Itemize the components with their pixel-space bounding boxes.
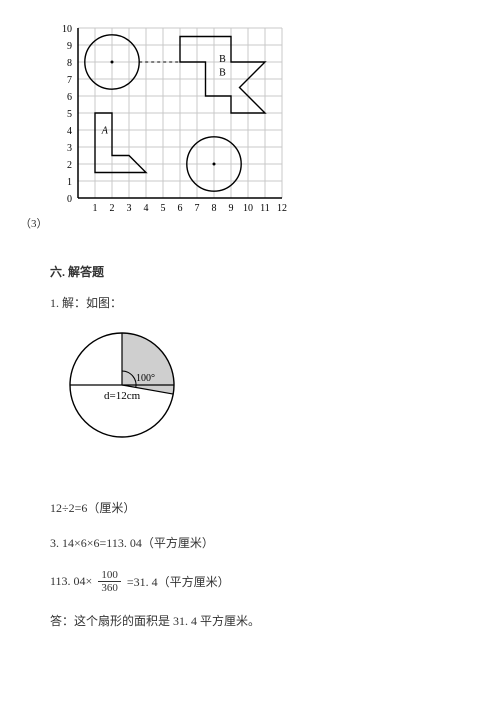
- svg-text:1: 1: [67, 177, 72, 188]
- fraction-denominator: 360: [98, 582, 121, 594]
- calc-sector-prefix: 113. 04×: [50, 574, 92, 589]
- svg-text:2: 2: [110, 203, 115, 214]
- fraction-numerator: 100: [98, 569, 121, 582]
- calc-area-full: 3. 14×6×6=113. 04（平方厘米）: [50, 534, 450, 551]
- svg-text:8: 8: [67, 58, 72, 69]
- svg-text:d=12cm: d=12cm: [104, 390, 141, 402]
- svg-text:5: 5: [67, 109, 72, 120]
- calc-sector-suffix: =31. 4（平方厘米）: [127, 573, 230, 590]
- svg-text:B: B: [219, 54, 226, 65]
- svg-text:8: 8: [212, 203, 217, 214]
- svg-text:12: 12: [277, 203, 287, 214]
- svg-text:3: 3: [67, 143, 72, 154]
- svg-text:9: 9: [67, 41, 72, 52]
- svg-text:6: 6: [178, 203, 183, 214]
- svg-text:1: 1: [93, 203, 98, 214]
- svg-text:4: 4: [144, 203, 149, 214]
- svg-text:3: 3: [127, 203, 132, 214]
- svg-text:9: 9: [229, 203, 234, 214]
- svg-text:2: 2: [67, 160, 72, 171]
- answer-line: 答：这个扇形的面积是 31. 4 平方厘米。: [50, 612, 450, 629]
- calc-sector: 113. 04× 100 360 =31. 4（平方厘米）: [50, 569, 450, 594]
- svg-text:7: 7: [195, 203, 200, 214]
- svg-text:10: 10: [243, 203, 253, 214]
- svg-text:11: 11: [260, 203, 270, 214]
- svg-text:0: 0: [67, 194, 72, 205]
- coordinate-grid-svg: 012345678910123456789101112ABB: [50, 20, 310, 235]
- svg-text:100°: 100°: [136, 373, 155, 384]
- calc-radius: 12÷2=6（厘米）: [50, 499, 450, 516]
- svg-text:B: B: [219, 68, 226, 79]
- subpart-label: （3）: [20, 215, 48, 231]
- svg-text:7: 7: [67, 75, 72, 86]
- svg-text:6: 6: [67, 92, 72, 103]
- circle-sector-svg: 100° d=12cm: [58, 325, 198, 455]
- svg-text:A: A: [101, 125, 109, 136]
- q1-intro: 1. 解：如图：: [50, 294, 450, 311]
- svg-text:5: 5: [161, 203, 166, 214]
- svg-text:4: 4: [67, 126, 72, 137]
- circle-sector-figure: 100° d=12cm: [58, 325, 450, 455]
- fraction-100-360: 100 360: [98, 569, 121, 594]
- grid-figure: （3） 012345678910123456789101112ABB: [50, 20, 450, 235]
- svg-text:10: 10: [62, 24, 72, 35]
- section-title: 六. 解答题: [50, 263, 450, 280]
